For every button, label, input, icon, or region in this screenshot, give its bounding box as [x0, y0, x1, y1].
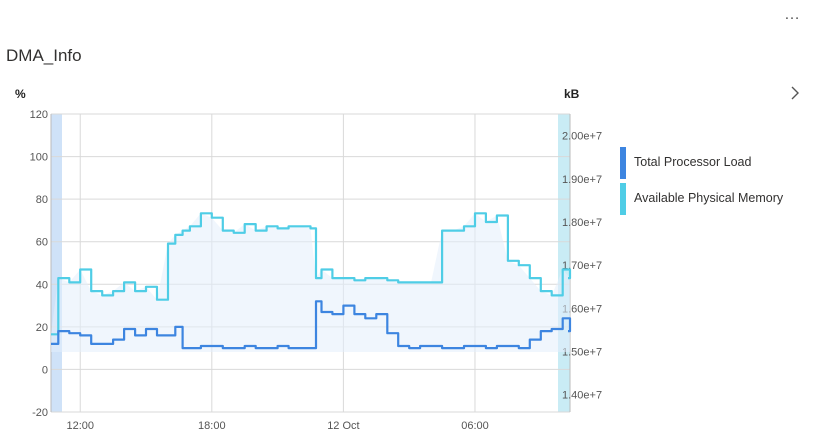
- chart-title: DMA_Info: [6, 46, 82, 65]
- right-tick-label: 1.50e+7: [562, 347, 602, 359]
- x-tick-label: 12 Oct: [327, 420, 359, 432]
- edge-band-left: [51, 114, 62, 412]
- right-tick-label: 2.00e+7: [562, 131, 602, 143]
- x-tick-label: 18:00: [198, 420, 226, 432]
- right-tick-label: 1.90e+7: [562, 174, 602, 186]
- left-axis-unit: %: [15, 87, 26, 101]
- left-tick-label: 100: [30, 152, 48, 164]
- series-line-available-physical-memory: [51, 212, 572, 336]
- more-options-icon[interactable]: …: [784, 6, 801, 23]
- right-axis-unit: kB: [564, 87, 580, 101]
- right-tick-label: 1.40e+7: [562, 390, 602, 402]
- left-tick-label: -20: [32, 407, 48, 419]
- left-tick-label: 40: [36, 279, 48, 291]
- left-tick-label: 80: [36, 194, 48, 206]
- chevron-right-icon[interactable]: [788, 84, 802, 102]
- legend-swatch-memory: [620, 183, 626, 215]
- memory-variance-band: [51, 213, 570, 352]
- x-tick-label: 12:00: [66, 420, 94, 432]
- right-tick-label: 1.70e+7: [562, 260, 602, 272]
- right-tick-label: 1.60e+7: [562, 303, 602, 315]
- x-tick-label: 06:00: [461, 420, 489, 432]
- left-tick-label: 60: [36, 237, 48, 249]
- left-tick-label: 120: [30, 109, 48, 121]
- right-tick-label: 1.80e+7: [562, 217, 602, 229]
- left-tick-label: 20: [36, 322, 48, 334]
- left-tick-label: 0: [42, 364, 48, 376]
- legend-label-processor: Total Processor Load: [634, 155, 752, 169]
- legend-label-memory: Available Physical Memory: [634, 191, 784, 205]
- legend-swatch-processor: [620, 147, 626, 179]
- series-line-total-processor-load: [51, 300, 572, 350]
